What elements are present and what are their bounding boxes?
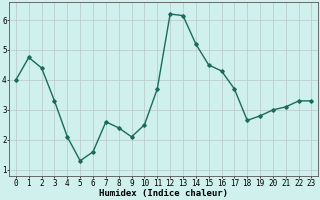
X-axis label: Humidex (Indice chaleur): Humidex (Indice chaleur) [99,189,228,198]
